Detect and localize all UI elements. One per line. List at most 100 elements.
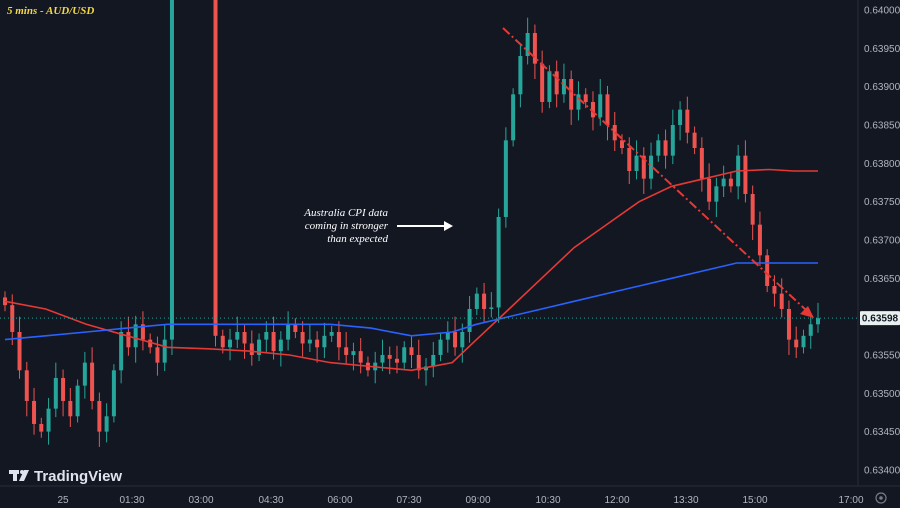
time-tick-label: 04:30 <box>258 495 283 506</box>
candle-body <box>416 354 421 371</box>
candle-body <box>119 331 124 371</box>
candle-body <box>68 400 73 417</box>
annotation-line-2: coming in stronger <box>305 220 389 232</box>
candle-body <box>75 385 80 417</box>
price-tick-label: 0.63700 <box>864 235 900 246</box>
candle-body <box>380 354 385 363</box>
price-tick-label: 0.63750 <box>864 197 900 208</box>
time-tick-label: 09:00 <box>465 495 490 506</box>
annotation-line-3: than expected <box>327 233 388 245</box>
tradingview-logo-icon <box>9 470 29 481</box>
candle-body <box>235 331 240 340</box>
candle-body <box>271 331 276 352</box>
tradingview-logo[interactable]: TradingView <box>9 468 122 485</box>
candle-body <box>336 331 341 348</box>
time-tick-label: 01:30 <box>119 495 144 506</box>
candle-body <box>358 351 363 363</box>
candle-body <box>590 101 595 118</box>
candle-body <box>663 140 668 156</box>
candle-body <box>162 339 167 363</box>
price-tick-label: 0.63800 <box>864 159 900 170</box>
price-tick-label: 0.64000 <box>864 6 900 17</box>
candle-body <box>794 339 799 348</box>
candle-body <box>474 293 479 309</box>
moving-average-line <box>4 168 818 372</box>
candle-body <box>554 71 559 95</box>
candle-body <box>39 423 44 432</box>
candle-body <box>525 32 530 56</box>
candle-body <box>169 0 174 340</box>
candle-body <box>387 354 392 359</box>
candle-body <box>576 94 581 110</box>
candle-body <box>402 347 407 363</box>
chart-title: 5 mins - AUD/USD <box>7 5 94 17</box>
candle-body <box>148 339 153 348</box>
candle-body <box>61 377 66 401</box>
last-price-label: 0.63598 <box>862 314 899 325</box>
candle-body <box>344 347 349 355</box>
candle-body <box>24 370 29 401</box>
candle-body <box>394 358 399 363</box>
time-tick-label: 17:00 <box>838 495 863 506</box>
candles-group <box>3 0 820 447</box>
time-tick-label: 06:00 <box>327 495 352 506</box>
candle-body <box>46 408 51 432</box>
candle-body <box>53 377 58 409</box>
candle-body <box>482 293 487 309</box>
candle-body <box>329 331 334 336</box>
candle-body <box>641 155 646 179</box>
candle-body <box>424 366 429 371</box>
time-tick-label: 07:30 <box>396 495 421 506</box>
candle-body <box>133 324 138 348</box>
candle-body <box>707 178 712 202</box>
candle-body <box>90 362 95 401</box>
candle-body <box>511 94 516 141</box>
candle-body <box>155 347 160 363</box>
candle-body <box>97 400 102 432</box>
tradingview-logo-text: TradingView <box>34 468 122 485</box>
candle-body <box>220 335 225 348</box>
candle-body <box>467 308 472 332</box>
candle-body <box>518 55 523 95</box>
time-tick-label: 13:30 <box>673 495 698 506</box>
moving-average-line <box>4 262 818 341</box>
candle-body <box>721 178 726 187</box>
candle-body <box>489 307 494 309</box>
candle-body <box>714 186 719 202</box>
candle-body <box>547 71 552 102</box>
candle-body <box>634 155 639 171</box>
price-tick-label: 0.63950 <box>864 44 900 55</box>
time-tick-label: 25 <box>57 495 69 506</box>
candle-body <box>728 178 733 187</box>
candle-body <box>503 140 508 217</box>
candle-body <box>685 109 690 133</box>
candle-body <box>656 140 661 156</box>
annotation-arrow-icon <box>397 221 453 231</box>
candle-body <box>307 339 312 344</box>
candle-body <box>257 339 262 355</box>
candle-body <box>104 416 109 432</box>
candle-body <box>249 343 254 355</box>
candle-body <box>445 331 450 340</box>
candle-body <box>82 362 87 386</box>
candle-body <box>140 324 145 340</box>
gear-icon[interactable] <box>875 492 887 504</box>
candle-body <box>569 78 574 110</box>
candle-body <box>808 324 813 336</box>
candle-body <box>765 255 770 286</box>
time-tick-label: 03:00 <box>188 495 213 506</box>
candle-body <box>228 339 233 348</box>
candle-body <box>561 78 566 95</box>
candle-body <box>750 193 755 225</box>
candle-body <box>213 0 218 336</box>
time-tick-label: 15:00 <box>742 495 767 506</box>
candle-body <box>496 216 501 308</box>
candle-body <box>532 32 537 64</box>
time-axis[interactable]: 25 01:30 03:00 04:30 06:00 07:30 09:00 10:30 12:… <box>57 495 864 506</box>
candle-body <box>670 124 675 156</box>
candle-body <box>583 94 588 102</box>
candle-body <box>322 335 327 348</box>
candle-body <box>757 224 762 256</box>
